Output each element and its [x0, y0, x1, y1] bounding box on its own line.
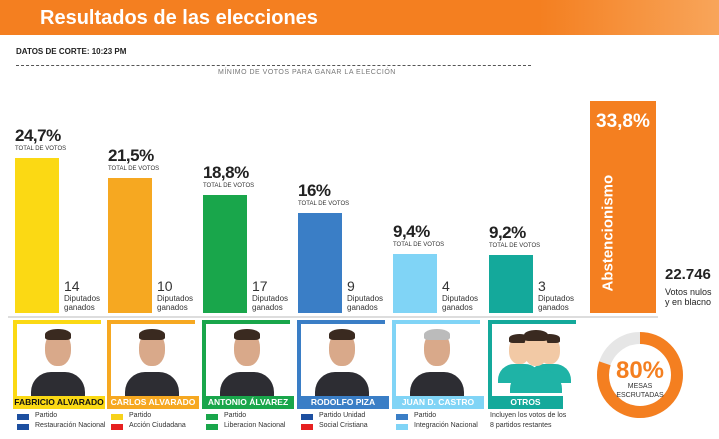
seats-label: ganados	[157, 303, 188, 312]
photo-shoulders	[125, 372, 179, 396]
photo-hair	[45, 329, 71, 340]
seats: 4	[442, 278, 450, 294]
candidate-name: FABRICIO ALVARADO	[13, 396, 105, 409]
sublabel: TOTAL DE VOTOS	[203, 183, 255, 190]
photo-hair	[329, 329, 355, 340]
party-flag	[396, 414, 408, 420]
party-flag	[206, 414, 218, 420]
party-name: Liberacion Nacional	[224, 422, 286, 429]
value-label: 18,8%	[203, 163, 249, 183]
seats: 17	[252, 278, 268, 294]
party-flag	[301, 424, 313, 430]
header-bar	[0, 0, 719, 35]
seats: 9	[347, 278, 355, 294]
sublabel: TOTAL DE VOTOS	[298, 200, 350, 207]
null-votes-label: Votos nulos	[665, 287, 712, 297]
bar	[15, 158, 59, 313]
donut-value: 80%	[616, 357, 664, 384]
donut: 80%MESAS ESCRUTADAS	[597, 332, 683, 418]
party-name: Acción Ciudadana	[129, 422, 186, 429]
photo-shoulders	[315, 372, 369, 396]
party-name: Partido Unidad	[319, 412, 366, 419]
donut-label: MESAS	[628, 383, 653, 390]
null-votes-label: y en blacno	[665, 297, 712, 307]
photo-hair	[234, 329, 260, 340]
photo-hair	[508, 334, 530, 343]
photo-hair	[538, 334, 560, 343]
donut-label: ESCRUTADAS	[616, 392, 664, 399]
seats: 14	[64, 278, 80, 294]
bar	[393, 254, 437, 313]
party-flag	[17, 424, 29, 430]
seats-label: Diputados	[538, 294, 575, 303]
candidate-name: ANTONIO ÁLVAREZ	[202, 396, 294, 409]
party-name: 8 partidos restantes	[490, 422, 552, 429]
photo-shoulders	[410, 372, 464, 396]
party-flag	[301, 414, 313, 420]
seats-label: Diputados	[442, 294, 479, 303]
value-label: 9,2%	[489, 223, 526, 243]
party-flag	[206, 424, 218, 430]
seats-label: Diputados	[64, 294, 101, 303]
party-name: Partido	[414, 412, 437, 419]
bar	[489, 255, 533, 313]
donut-arc	[597, 332, 683, 418]
photo-shoulders	[31, 372, 85, 396]
seats-label: Diputados	[157, 294, 194, 303]
candidate-name: OTROS	[488, 396, 563, 409]
value-label: 21,5%	[108, 146, 154, 166]
party-flag	[111, 424, 123, 430]
seats: 3	[538, 278, 546, 294]
party-name: Partido	[35, 412, 58, 419]
threshold-line	[16, 65, 531, 66]
photo-hair	[424, 329, 450, 340]
value-label: 16%	[298, 180, 331, 200]
party-flag	[396, 424, 408, 430]
value-label: 9,4%	[393, 222, 430, 242]
party-flag	[111, 414, 123, 420]
cutoff: DATOS DE CORTE: 10:23 PM	[16, 47, 127, 56]
seats-label: ganados	[442, 303, 473, 312]
panel-line	[8, 316, 658, 318]
photo-hair	[523, 330, 549, 341]
sublabel: TOTAL DE VOTOS	[393, 242, 445, 249]
abstention-value: 33,8%	[596, 111, 650, 133]
party-flag	[17, 414, 29, 420]
sublabel: TOTAL DE VOTOS	[15, 146, 67, 153]
photo-shoulders	[510, 370, 562, 393]
abstention-label: Abstencionismo	[599, 174, 617, 292]
party-name: Incluyen los votos de los	[490, 412, 567, 419]
title: Resultados de las elecciones	[40, 7, 318, 29]
abstention-bar	[590, 101, 656, 313]
party-name: Partido	[224, 412, 247, 419]
seats: 10	[157, 278, 173, 294]
bar	[108, 178, 152, 313]
sublabel: TOTAL DE VOTOS	[108, 166, 160, 173]
party-name: Partido	[129, 412, 152, 419]
party-name: Integración Nacional	[414, 422, 478, 429]
null-votes: 22.746	[665, 266, 711, 283]
seats-label: ganados	[347, 303, 378, 312]
threshold-label: MÍNIMO DE VOTOS PARA GANAR LA ELECCIÓN	[218, 69, 396, 76]
value-label: 24,7%	[15, 126, 61, 146]
candidate-name: JUAN D. CASTRO	[392, 396, 484, 409]
party-name: Restauración Nacional	[35, 422, 106, 429]
seats-label: Diputados	[347, 294, 384, 303]
bar	[203, 195, 247, 313]
photo-hair	[139, 329, 165, 340]
seats-label: ganados	[538, 303, 569, 312]
seats-label: ganados	[252, 303, 283, 312]
party-name: Social Cristiana	[319, 422, 368, 429]
seats-label: ganados	[64, 303, 95, 312]
candidate-name: RODOLFO PIZA	[297, 396, 389, 409]
sublabel: TOTAL DE VOTOS	[489, 243, 541, 250]
candidate-name: CARLOS ALVARADO	[107, 396, 199, 409]
seats-label: Diputados	[252, 294, 289, 303]
photo-shoulders	[220, 372, 274, 396]
bar	[298, 212, 342, 313]
